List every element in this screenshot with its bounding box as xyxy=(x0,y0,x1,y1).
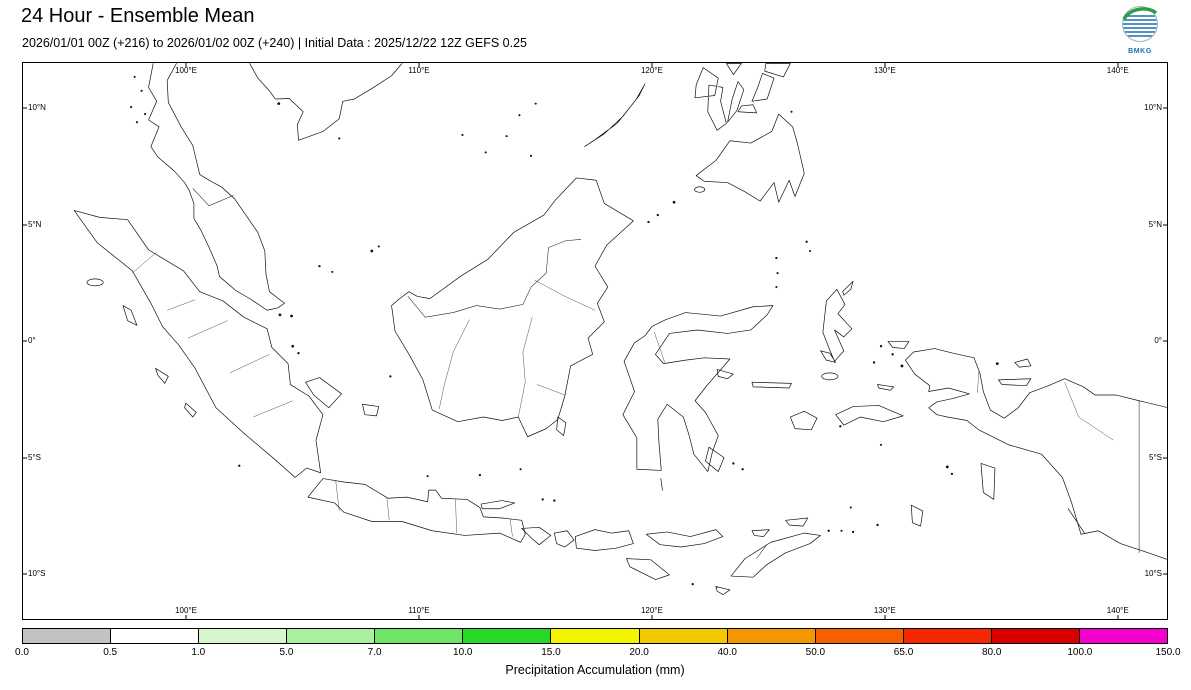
colorbar-tick-label: 5.0 xyxy=(279,647,294,658)
bmkg-globe-icon xyxy=(1122,6,1158,42)
province-borders xyxy=(132,252,1113,536)
colorbar-segment xyxy=(1079,629,1168,643)
coastline-maluku-southeast xyxy=(557,342,1031,527)
coastline-minor xyxy=(661,479,1085,534)
colorbar-tick-label: 100.0 xyxy=(1067,647,1093,658)
country-borders xyxy=(193,188,1139,558)
colorbar-tick-label: 0.0 xyxy=(15,647,29,658)
coastline-sumatra xyxy=(74,210,323,477)
coastline-obi xyxy=(822,373,838,380)
colorbar-tick-labels: 0.0 0.5 1.0 5.0 7.0 10.0 15.0 20.0 40.0 50.0 65.0 8… xyxy=(15,647,1180,659)
coastline-lesser-sunda xyxy=(522,518,821,595)
colorbar-segment xyxy=(199,629,288,643)
colorbar-segment xyxy=(991,629,1080,643)
colorbar-tick-label: 20.0 xyxy=(629,647,649,658)
colorbar-tick-label: 10.0 xyxy=(453,647,473,658)
colorbar-tick-label: 80.0 xyxy=(981,647,1002,658)
coastline-indochina xyxy=(250,63,402,140)
coastline-west-sumatra-islands xyxy=(123,306,196,417)
coastline-maluku xyxy=(717,281,903,430)
coastline-philippines xyxy=(585,63,805,202)
coastline-simeulue xyxy=(87,279,103,286)
page-subtitle: 2026/01/01 00Z (+216) to 2026/01/02 00Z … xyxy=(22,36,527,50)
coastline-malay-peninsula xyxy=(149,63,285,310)
island-dots xyxy=(130,75,999,586)
colorbar-segment xyxy=(639,629,728,643)
coastline-java-madura xyxy=(308,479,525,543)
coastline-bangka-belitung xyxy=(306,378,379,416)
colorbar-label: Precipitation Accumulation (mm) xyxy=(505,663,685,677)
coastline-papua xyxy=(905,349,1167,560)
colorbar-tick-label: 40.0 xyxy=(717,647,737,658)
map-svg xyxy=(23,63,1167,619)
colorbar-tick-label: 7.0 xyxy=(367,647,382,658)
colorbar-segment xyxy=(111,629,200,643)
bmkg-logo: BMKG xyxy=(1117,4,1163,55)
colorbar-tick-label: 0.5 xyxy=(103,647,118,658)
colorbar-segment xyxy=(903,629,992,643)
coastlines xyxy=(74,63,1167,594)
colorbar-tick-label: 150.0 xyxy=(1155,647,1181,658)
colorbar-segment xyxy=(23,629,112,643)
colorbar-tick-label: 50.0 xyxy=(805,647,826,658)
colorbar-segment xyxy=(727,629,816,643)
colorbar-segment xyxy=(551,629,640,643)
colorbar-tick-label: 1.0 xyxy=(191,647,206,658)
colorbar-tick-label: 15.0 xyxy=(541,647,561,658)
bmkg-logo-text: BMKG xyxy=(1128,48,1152,55)
colorbar-segment xyxy=(375,629,464,643)
coastline-basilan xyxy=(695,187,705,193)
page-title: 24 Hour - Ensemble Mean xyxy=(21,5,255,27)
colorbar-segment xyxy=(287,629,376,643)
coastline-borneo xyxy=(392,178,634,437)
map-frame: 100°E 100°E 110°E 110°E 120°E 120°E 130°E 130°E… xyxy=(22,62,1168,620)
colorbar-segment xyxy=(815,629,904,643)
colorbar-tick-label: 65.0 xyxy=(893,647,914,658)
coastline-sulawesi xyxy=(623,306,773,472)
colorbar-segment xyxy=(463,629,552,643)
colorbar xyxy=(22,628,1168,644)
